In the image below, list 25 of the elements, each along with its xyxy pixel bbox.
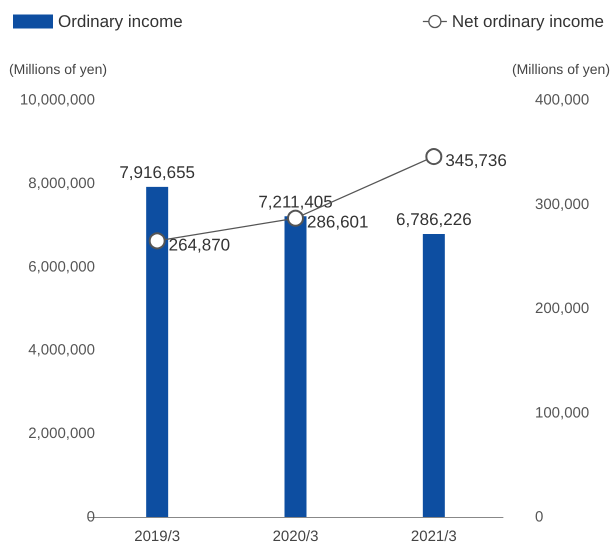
x-tick-label: 2020/3 xyxy=(272,528,318,545)
data-label: 264,870 xyxy=(168,235,230,254)
x-tick-label: 2019/3 xyxy=(134,528,180,545)
data-label: 7,211,405 xyxy=(258,192,333,212)
y-axis-title: (Millions of yen) xyxy=(9,61,108,77)
y2-tick-label: 100,000 xyxy=(535,404,590,422)
data-label: 7,916,655 xyxy=(119,162,195,182)
y2-axis-title: (Millions of yen) xyxy=(512,61,610,77)
y-tick-label: 8,000,000 xyxy=(28,174,95,192)
data-label: 6,786,226 xyxy=(396,210,472,230)
x-tick-label: 2021/3 xyxy=(410,528,457,545)
y2-tick-label: 0 xyxy=(535,508,544,526)
y-tick-label: 6,000,000 xyxy=(28,258,95,276)
legend-label: Ordinary income xyxy=(58,12,183,31)
point xyxy=(287,210,304,227)
data-label: 286,601 xyxy=(307,212,368,232)
y-tick-label: 10,000,000 xyxy=(20,92,95,108)
y-tick-label: 2,000,000 xyxy=(28,425,95,442)
point xyxy=(148,232,166,250)
y2-tick-label: 300,000 xyxy=(535,196,590,213)
y-tick-label: 4,000,000 xyxy=(28,342,95,359)
legend-label: Net ordinary income xyxy=(452,12,604,31)
data-label: 345,736 xyxy=(445,151,507,170)
y2-tick-label: 200,000 xyxy=(535,300,590,317)
y2-tick-label: 400,000 xyxy=(535,92,590,108)
